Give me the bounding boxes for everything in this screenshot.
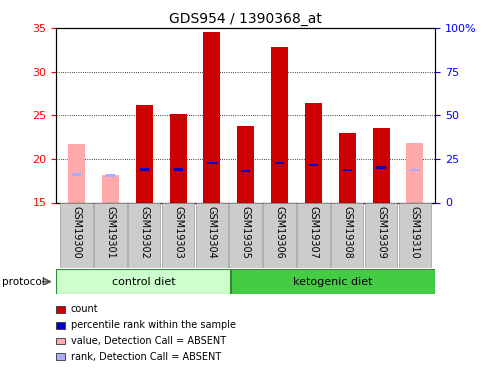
Text: GSM19304: GSM19304: [206, 206, 217, 258]
Text: GSM19307: GSM19307: [308, 206, 318, 259]
Bar: [162, 202, 194, 268]
Bar: [364, 202, 397, 268]
Bar: [297, 202, 329, 268]
Text: GSM19303: GSM19303: [173, 206, 183, 258]
Text: GSM19310: GSM19310: [409, 206, 419, 258]
Text: count: count: [71, 304, 98, 314]
Bar: [203, 32, 220, 202]
Bar: [60, 202, 93, 268]
Bar: [195, 202, 228, 268]
Bar: [139, 168, 148, 171]
Bar: [231, 269, 434, 294]
Bar: [376, 166, 385, 169]
Bar: [274, 162, 284, 165]
Text: GSM19300: GSM19300: [71, 206, 81, 258]
Bar: [207, 162, 216, 165]
Text: rank, Detection Call = ABSENT: rank, Detection Call = ABSENT: [71, 352, 221, 362]
Text: control diet: control diet: [111, 277, 175, 286]
Bar: [372, 128, 389, 202]
Text: GSM19306: GSM19306: [274, 206, 284, 258]
Bar: [136, 105, 152, 202]
Bar: [330, 202, 363, 268]
Bar: [398, 202, 430, 268]
Bar: [94, 202, 126, 268]
Bar: [102, 176, 119, 202]
Bar: [241, 170, 250, 172]
Bar: [308, 164, 317, 166]
Bar: [68, 144, 85, 202]
Bar: [105, 174, 115, 177]
Text: GSM19302: GSM19302: [139, 206, 149, 259]
Bar: [263, 202, 295, 268]
Text: GSM19308: GSM19308: [342, 206, 351, 258]
Title: GDS954 / 1390368_at: GDS954 / 1390368_at: [169, 12, 322, 26]
Bar: [270, 47, 287, 202]
Text: protocol: protocol: [2, 277, 45, 286]
Bar: [173, 168, 183, 171]
Bar: [409, 169, 419, 171]
Bar: [406, 143, 423, 202]
Bar: [338, 133, 355, 202]
Text: GSM19305: GSM19305: [240, 206, 250, 259]
Bar: [342, 169, 351, 171]
Bar: [305, 103, 321, 202]
Bar: [56, 269, 230, 294]
Bar: [229, 202, 262, 268]
Text: percentile rank within the sample: percentile rank within the sample: [71, 320, 235, 330]
Bar: [237, 126, 254, 202]
Text: value, Detection Call = ABSENT: value, Detection Call = ABSENT: [71, 336, 225, 346]
Text: GSM19301: GSM19301: [105, 206, 115, 258]
Text: GSM19309: GSM19309: [375, 206, 386, 258]
Text: ketogenic diet: ketogenic diet: [293, 277, 372, 286]
Bar: [169, 114, 186, 202]
Bar: [72, 173, 81, 176]
Bar: [128, 202, 160, 268]
